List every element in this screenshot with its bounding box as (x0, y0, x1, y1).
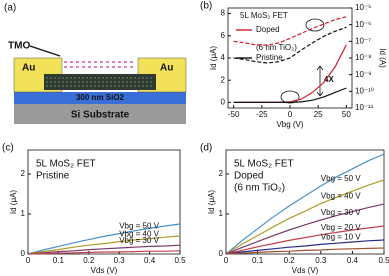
x-tick-label: 0.2 (83, 256, 95, 265)
y-tick-label: 1 (21, 209, 26, 218)
annotation: 4X (324, 75, 334, 84)
y2-tick-label: 10⁻⁶ (355, 20, 371, 29)
plot-frame (27, 149, 181, 255)
series-label: Vbg = 30 V (119, 236, 159, 245)
series-line (233, 16, 347, 46)
series-line (27, 250, 181, 255)
series-line (225, 225, 385, 255)
series-label: Vbg = 20 V (321, 223, 361, 232)
y-tick-label: 4 (221, 53, 226, 62)
x-tick-label: 0.3 (114, 256, 126, 265)
y-axis-label: Id (μA) (207, 190, 216, 215)
series-line (233, 44, 347, 103)
series-line (27, 223, 181, 255)
circle (305, 18, 325, 32)
sio2-layer (14, 92, 186, 104)
series-label: Vbg = 10 V (321, 233, 361, 242)
y-tick-label: 1 (219, 209, 224, 218)
y-tick-label: 8 (221, 9, 226, 18)
y-axis-label: Id (μA) (209, 46, 218, 71)
label: TMO (8, 41, 30, 52)
series-label: Vbg = 30 V (321, 208, 361, 217)
y-tick-label: 2 (21, 169, 26, 178)
annotation: 5L MoS₂ FET (240, 11, 288, 20)
series-line (27, 235, 181, 255)
y-tick-label: 2 (219, 169, 224, 178)
x-tick-label: 0.3 (315, 256, 327, 265)
x-tick-label: 0 (288, 110, 293, 119)
annotation: Pristine (36, 171, 70, 182)
annotation: (6 nm TiO₂) (234, 183, 285, 194)
annotation: (6 nm TiO₂) (256, 43, 297, 52)
tmo-molecules (64, 61, 136, 68)
x-axis-label: Vbg (V) (276, 120, 303, 129)
arrow (316, 65, 324, 97)
panel-label: (d) (200, 143, 212, 154)
series-line (225, 179, 385, 255)
label: Au (160, 63, 173, 74)
y-tick-label: 0 (221, 98, 226, 107)
annotation: 5L MoS₂ FET (36, 159, 96, 170)
series-line (233, 87, 347, 103)
y-tick-label: 6 (221, 31, 226, 40)
x-tick-label: -25 (256, 110, 268, 119)
series-label: Vbg = 50 V (119, 222, 159, 231)
label: 300 nm SiO2 (76, 93, 125, 102)
series-line (225, 239, 385, 255)
annotation: 5L MoS₂ FET (234, 159, 294, 170)
mos2-hatch (46, 77, 154, 87)
y2-tick-label: 10⁻⁷ (355, 36, 371, 45)
x-tick-label: 0.2 (284, 256, 296, 265)
circle (280, 90, 300, 104)
x-tick-label: 0.5 (378, 256, 389, 265)
y-tick-label: 0 (219, 249, 224, 258)
x-axis-label: Vds (V) (292, 266, 319, 275)
series-label: Vbg = 40 V (321, 192, 361, 201)
arrow (29, 45, 61, 57)
device-diagram: (a) TMO Au Au 300 nm SiO2 Si Substrate (4, 3, 187, 124)
y2-tick-label: 10⁻⁵ (355, 3, 371, 12)
panel-label: (a) (4, 3, 16, 14)
si-layer (14, 104, 186, 124)
label: Au (22, 63, 35, 74)
legend-label: Pristine (256, 53, 283, 62)
y-tick-label: 2 (221, 75, 226, 84)
y2-tick-label: 10⁻⁸ (355, 53, 372, 62)
series-label: Vbg = 40 V (119, 230, 159, 239)
x-tick-label: 0.4 (144, 256, 156, 265)
x-tick-label: 50 (342, 110, 351, 119)
series-line (225, 153, 385, 255)
plot-frame (225, 149, 385, 255)
y2-tick-label: 10⁻¹⁰ (355, 86, 374, 95)
x-tick-label: -50 (228, 110, 240, 119)
y-axis-label: Id (μA) (9, 190, 18, 215)
x-tick-label: 0 (26, 256, 31, 265)
x-tick-label: 0 (224, 256, 229, 265)
panel-label: (c) (2, 143, 14, 154)
y2-tick-label: 10⁻⁹ (355, 70, 372, 79)
series-line (27, 244, 181, 255)
y-tick-label: 0 (21, 249, 26, 258)
panel-label: (b) (200, 1, 212, 12)
x-tick-label: 0.5 (174, 256, 186, 265)
x-tick-label: 0.4 (347, 256, 359, 265)
x-tick-label: 25 (314, 110, 323, 119)
y2-axis-label: Id (A) (378, 48, 387, 68)
x-tick-label: 0.1 (252, 256, 264, 265)
series-label: Vbg = 50 V (321, 174, 361, 183)
x-axis-label: Vds (V) (91, 266, 118, 275)
series-line (225, 247, 385, 255)
annotation: Doped (234, 171, 263, 182)
x-tick-label: 0.1 (53, 256, 65, 265)
series-line (233, 26, 347, 64)
series-line (225, 203, 385, 255)
label: Si Substrate (71, 110, 130, 121)
y2-tick-label: 10⁻¹¹ (355, 103, 374, 112)
legend-label: Doped (256, 25, 280, 34)
